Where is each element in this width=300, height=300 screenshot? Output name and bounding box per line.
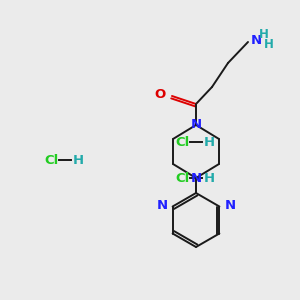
Text: Cl: Cl xyxy=(175,172,189,184)
Text: N: N xyxy=(224,199,236,212)
Text: N: N xyxy=(251,34,262,47)
Text: O: O xyxy=(154,88,166,101)
Text: H: H xyxy=(259,28,269,41)
Text: Cl: Cl xyxy=(44,154,58,166)
Text: H: H xyxy=(73,154,84,166)
Text: H: H xyxy=(204,136,215,148)
Text: H: H xyxy=(204,172,215,184)
Text: N: N xyxy=(190,118,202,130)
Text: Cl: Cl xyxy=(175,136,189,148)
Text: H: H xyxy=(264,38,274,50)
Text: N: N xyxy=(190,172,202,185)
Text: N: N xyxy=(157,199,168,212)
